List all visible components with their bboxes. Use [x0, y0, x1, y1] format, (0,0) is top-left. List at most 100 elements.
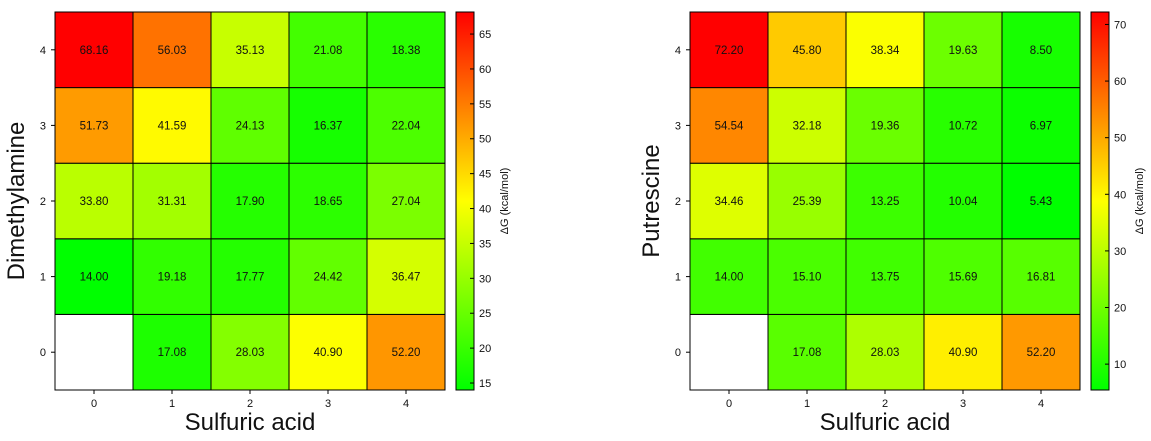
heatmap-cell	[767, 238, 847, 315]
cell-value-label: 6.97	[1030, 120, 1052, 132]
cell-value-label: 18.38	[392, 45, 421, 57]
heatmap-cell	[132, 11, 212, 89]
cell-value-label: 54.54	[715, 120, 744, 132]
y-tick-label: 2	[675, 196, 681, 208]
heatmap-cell	[210, 238, 290, 315]
cell-value-label: 10.72	[949, 120, 978, 132]
heatmap-cell	[767, 162, 847, 240]
y-tick-label: 3	[40, 120, 46, 132]
cell-value-label: 8.50	[1030, 45, 1052, 57]
x-tick-label: 1	[169, 398, 175, 410]
heatmap-cell	[366, 313, 446, 391]
colorbar-tick-label: 15	[479, 378, 491, 390]
heatmap-cell	[54, 238, 134, 315]
cell-value-label: 40.90	[949, 347, 978, 359]
x-tick-label: 1	[804, 398, 810, 410]
colorbar	[455, 11, 475, 391]
heatmap-cell	[1001, 238, 1081, 315]
cell-value-label: 19.63	[949, 45, 978, 57]
colorbar-tick-label: 65	[479, 29, 491, 41]
colorbar	[1090, 11, 1110, 391]
heatmap-cell	[288, 87, 368, 164]
heatmap-cell	[689, 87, 769, 164]
heatmap-cell	[689, 11, 769, 89]
x-tick-label: 3	[325, 398, 331, 410]
cell-value-label: 17.90	[236, 196, 265, 208]
cell-value-label: 56.03	[158, 45, 187, 57]
y-axis-title: Putrescine	[638, 144, 665, 257]
cell-value-label: 14.00	[715, 272, 744, 284]
x-tick-label: 2	[247, 398, 253, 410]
cell-value-label: 19.36	[871, 120, 900, 132]
cell-value-label: 22.04	[392, 120, 421, 132]
heatmap-cell	[689, 238, 769, 315]
cell-value-label: 19.18	[158, 272, 187, 284]
colorbar-tick-label: 50	[1114, 133, 1126, 145]
cell-value-label: 24.13	[236, 120, 265, 132]
cell-value-label: 41.59	[158, 120, 187, 132]
y-tick-label: 2	[40, 196, 46, 208]
heatmap-cell	[923, 238, 1003, 315]
x-tick-label: 4	[1038, 398, 1044, 410]
cell-value-label: 14.00	[80, 272, 109, 284]
colorbar-tick-label: 30	[1114, 246, 1126, 258]
cell-value-label: 24.42	[314, 272, 343, 284]
colorbar-tick-label: 60	[479, 64, 491, 76]
cell-value-label: 36.47	[392, 272, 421, 284]
colorbar-tick-label: 10	[1114, 359, 1126, 371]
y-tick-label: 0	[40, 347, 46, 359]
y-axis-title: Dimethylamine	[3, 122, 30, 281]
cell-value-label: 18.65	[314, 196, 343, 208]
heatmap-cell	[288, 11, 368, 89]
y-tick-label: 4	[675, 45, 681, 57]
colorbar-tick-label: 20	[479, 343, 491, 355]
heatmap-cell	[689, 313, 769, 391]
cell-value-label: 52.20	[392, 347, 421, 359]
y-tick-label: 1	[675, 272, 681, 284]
colorbar-tick-label: 55	[479, 99, 491, 111]
cell-value-label: 32.18	[793, 120, 822, 132]
colorbar-tick-label: 40	[479, 204, 491, 216]
cell-value-label: 15.10	[793, 272, 822, 284]
cell-value-label: 17.08	[158, 347, 187, 359]
colorbar-tick-label: 50	[479, 134, 491, 146]
cell-value-label: 13.25	[871, 196, 900, 208]
y-tick-label: 0	[675, 347, 681, 359]
x-tick-label: 2	[882, 398, 888, 410]
cell-value-label: 72.20	[715, 45, 744, 57]
heatmap-cell	[845, 238, 925, 315]
heatmap-cell	[288, 238, 368, 315]
cell-value-label: 5.43	[1030, 196, 1052, 208]
colorbar-tick-label: 45	[479, 169, 491, 181]
heatmap-cell	[132, 313, 212, 391]
heatmap-cell	[54, 11, 134, 89]
cell-value-label: 16.37	[314, 120, 343, 132]
y-tick-label: 1	[40, 272, 46, 284]
cell-value-label: 25.39	[793, 196, 822, 208]
heatmap-cell	[845, 87, 925, 164]
cell-value-label: 68.16	[80, 45, 109, 57]
x-axis-title: Sulfuric acid	[185, 409, 316, 436]
heatmap-cell	[767, 11, 847, 89]
x-tick-label: 3	[960, 398, 966, 410]
colorbar-tick-label: 25	[479, 308, 491, 320]
cell-value-label: 40.90	[314, 347, 343, 359]
heatmap-cell	[923, 87, 1003, 164]
y-tick-label: 3	[675, 120, 681, 132]
colorbar-title: ΔG (kcal/mol)	[499, 168, 511, 235]
heatmap-cell	[210, 162, 290, 240]
heatmap-cell	[366, 238, 446, 315]
cell-value-label: 27.04	[392, 196, 421, 208]
colorbar-tick-label: 35	[479, 238, 491, 250]
colorbar-title: ΔG (kcal/mol)	[1134, 168, 1146, 235]
cell-value-label: 28.03	[236, 347, 265, 359]
heatmap-cell	[923, 162, 1003, 240]
cell-value-label: 15.69	[949, 272, 978, 284]
x-tick-label: 4	[403, 398, 409, 410]
heatmap-cell	[689, 162, 769, 240]
cell-value-label: 16.81	[1027, 272, 1056, 284]
heatmap-cell	[1001, 11, 1081, 89]
heatmap-cell	[288, 162, 368, 240]
heatmap-cell	[132, 87, 212, 164]
